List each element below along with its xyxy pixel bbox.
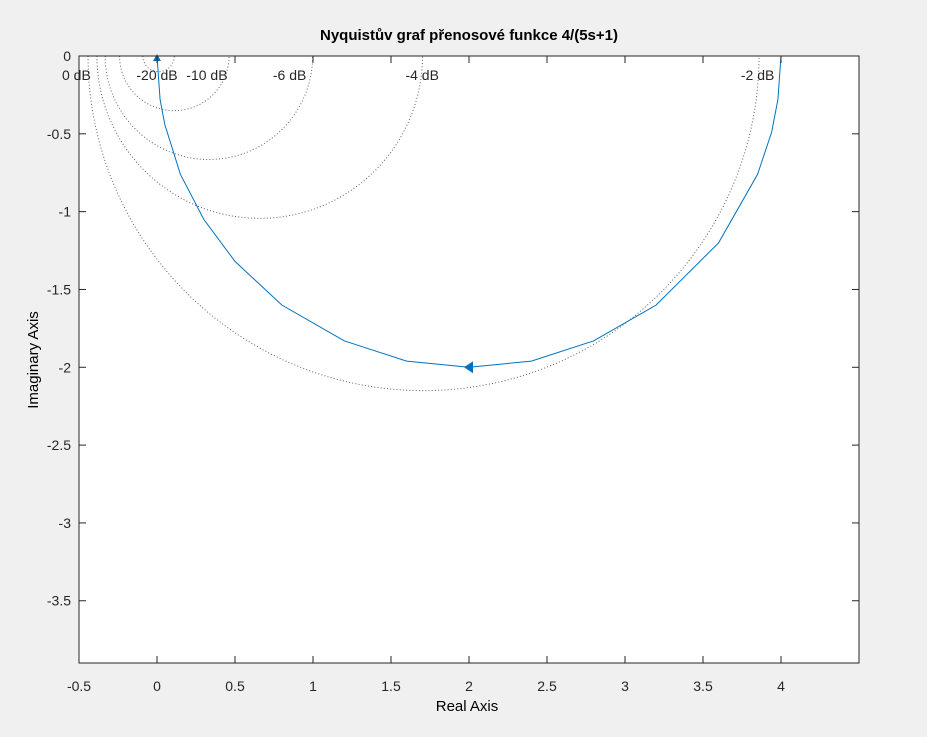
direction-arrow <box>464 361 473 374</box>
x-tick-label: 1 <box>309 678 317 694</box>
y-tick-label: -1 <box>59 204 72 220</box>
x-tick-label: 3 <box>621 678 629 694</box>
nyquist-curve <box>156 56 782 368</box>
db-circle <box>87 56 760 391</box>
series-layer <box>156 56 782 368</box>
db-label: -20 dB <box>136 67 177 83</box>
x-tick-label: 3.5 <box>693 678 713 694</box>
x-axis-label: Real Axis <box>436 698 499 715</box>
y-tick-label: -3.5 <box>47 593 71 609</box>
y-tick-label: -1.5 <box>47 281 71 297</box>
db-label: -6 dB <box>273 67 306 83</box>
x-ticks: -0.5 0 0.5 1 1.5 2 2.5 3 3.5 4 <box>67 56 785 694</box>
db-circle <box>104 56 314 160</box>
y-tick-label: -0.5 <box>47 126 71 142</box>
y-tick-label: -3 <box>59 515 72 531</box>
db-grid <box>79 56 760 663</box>
db-label: -4 dB <box>405 67 438 83</box>
db-circle <box>96 56 424 219</box>
y-tick-label: 0 <box>63 48 71 64</box>
x-tick-label: 2 <box>465 678 473 694</box>
y-axis-label: Imaginary Axis <box>25 311 42 409</box>
y-ticks: 0 -0.5 -1 -1.5 -2 -2.5 -3 -3.5 <box>47 48 859 609</box>
x-tick-label: 0 <box>153 678 161 694</box>
x-tick-label: 1.5 <box>381 678 401 694</box>
db-label: -10 dB <box>186 67 227 83</box>
plot-area <box>79 56 859 663</box>
x-tick-label: 2.5 <box>537 678 557 694</box>
db-labels: 0 dB -20 dB -10 dB -6 dB -4 dB -2 dB <box>62 67 774 83</box>
x-tick-label: -0.5 <box>67 678 91 694</box>
db-label: -2 dB <box>741 67 774 83</box>
y-tick-label: -2 <box>59 359 72 375</box>
x-tick-label: 4 <box>777 678 785 694</box>
chart-title: Nyquistův graf přenosové funkce 4/(5s+1) <box>320 27 618 44</box>
x-tick-label: 0.5 <box>225 678 245 694</box>
y-tick-label: -2.5 <box>47 437 71 453</box>
db-label: 0 dB <box>62 67 91 83</box>
